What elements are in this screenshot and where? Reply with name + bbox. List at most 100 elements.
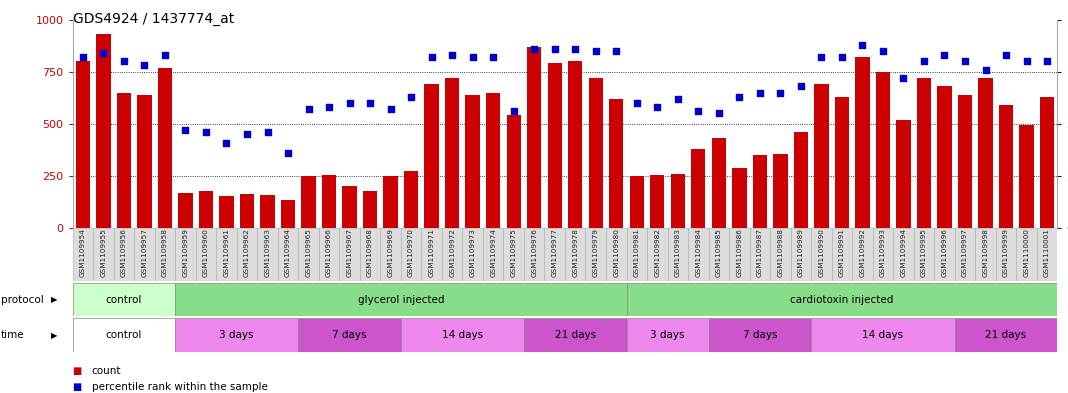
- Point: [567, 46, 584, 52]
- Text: count: count: [92, 366, 122, 376]
- Bar: [708, 228, 729, 281]
- Point: [238, 131, 255, 138]
- Point: [485, 54, 502, 60]
- Bar: [135, 228, 155, 281]
- Bar: [711, 138, 726, 228]
- Text: 14 days: 14 days: [862, 330, 904, 340]
- Point: [648, 104, 665, 110]
- Bar: [627, 228, 647, 281]
- Bar: [424, 84, 439, 228]
- Text: 7 days: 7 days: [742, 330, 778, 340]
- Bar: [380, 228, 400, 281]
- Bar: [503, 228, 524, 281]
- Bar: [524, 318, 627, 352]
- Text: glycerol injected: glycerol injected: [358, 295, 444, 305]
- Text: GSM1109956: GSM1109956: [121, 228, 127, 277]
- Text: GSM1109985: GSM1109985: [716, 228, 722, 277]
- Point: [443, 52, 460, 58]
- Bar: [483, 228, 503, 281]
- Text: GDS4924 / 1437774_at: GDS4924 / 1437774_at: [73, 12, 234, 26]
- Bar: [753, 155, 767, 228]
- Point: [915, 58, 932, 64]
- Bar: [1040, 97, 1054, 228]
- Text: GSM1109979: GSM1109979: [593, 228, 599, 277]
- Bar: [195, 228, 216, 281]
- Point: [403, 94, 420, 100]
- Bar: [812, 228, 832, 281]
- Bar: [876, 72, 890, 228]
- Text: GSM1109959: GSM1109959: [183, 228, 188, 277]
- Text: control: control: [106, 295, 142, 305]
- Bar: [199, 191, 214, 228]
- Text: ■: ■: [73, 366, 82, 376]
- Bar: [691, 149, 706, 228]
- Text: ▶: ▶: [51, 295, 58, 304]
- Bar: [548, 63, 562, 228]
- Point: [362, 100, 379, 106]
- Text: control: control: [106, 330, 142, 340]
- Bar: [281, 200, 295, 228]
- Bar: [893, 228, 914, 281]
- Point: [854, 42, 871, 48]
- Bar: [321, 175, 336, 228]
- Text: GSM1109989: GSM1109989: [798, 228, 804, 277]
- Text: time: time: [1, 330, 25, 340]
- Text: GSM1109987: GSM1109987: [757, 228, 763, 277]
- Text: GSM1109961: GSM1109961: [223, 228, 230, 277]
- Bar: [175, 318, 298, 352]
- Point: [525, 46, 543, 52]
- Bar: [934, 228, 955, 281]
- Bar: [650, 175, 664, 228]
- Point: [156, 52, 173, 58]
- Point: [813, 54, 830, 60]
- Point: [998, 52, 1015, 58]
- Point: [505, 108, 522, 114]
- Bar: [278, 228, 298, 281]
- Bar: [340, 228, 360, 281]
- Point: [670, 95, 687, 102]
- Bar: [975, 228, 995, 281]
- Bar: [999, 105, 1014, 228]
- Text: GSM1109991: GSM1109991: [839, 228, 845, 277]
- Text: 21 days: 21 days: [554, 330, 596, 340]
- Bar: [855, 57, 869, 228]
- Bar: [814, 84, 829, 228]
- Bar: [178, 193, 192, 228]
- Bar: [527, 47, 541, 228]
- Point: [341, 100, 358, 106]
- Bar: [545, 228, 565, 281]
- Text: GSM1109976: GSM1109976: [531, 228, 537, 277]
- Point: [833, 54, 850, 60]
- Bar: [216, 228, 237, 281]
- Bar: [1037, 228, 1057, 281]
- Point: [977, 66, 994, 73]
- Text: GSM1109996: GSM1109996: [942, 228, 947, 277]
- Bar: [445, 78, 459, 228]
- Text: GSM1109970: GSM1109970: [408, 228, 414, 277]
- Point: [115, 58, 132, 64]
- Text: 7 days: 7 days: [332, 330, 366, 340]
- Bar: [588, 78, 603, 228]
- Text: GSM1109965: GSM1109965: [305, 228, 312, 277]
- Bar: [812, 318, 955, 352]
- Text: GSM1109962: GSM1109962: [244, 228, 250, 277]
- Point: [731, 94, 748, 100]
- Bar: [627, 318, 708, 352]
- Bar: [96, 34, 111, 228]
- Point: [465, 54, 482, 60]
- Point: [710, 110, 727, 117]
- Text: 3 days: 3 days: [220, 330, 254, 340]
- Text: GSM1109969: GSM1109969: [388, 228, 394, 277]
- Text: GSM1109998: GSM1109998: [983, 228, 989, 277]
- Text: GSM1109964: GSM1109964: [285, 228, 290, 277]
- Text: GSM1110000: GSM1110000: [1023, 228, 1030, 277]
- Bar: [794, 132, 808, 228]
- Text: GSM1109960: GSM1109960: [203, 228, 209, 277]
- Text: GSM1109958: GSM1109958: [162, 228, 168, 277]
- Text: GSM1109986: GSM1109986: [736, 228, 742, 277]
- Text: GSM1109980: GSM1109980: [613, 228, 619, 277]
- Point: [936, 52, 953, 58]
- Text: GSM1109973: GSM1109973: [470, 228, 475, 277]
- Bar: [916, 78, 931, 228]
- Bar: [93, 228, 113, 281]
